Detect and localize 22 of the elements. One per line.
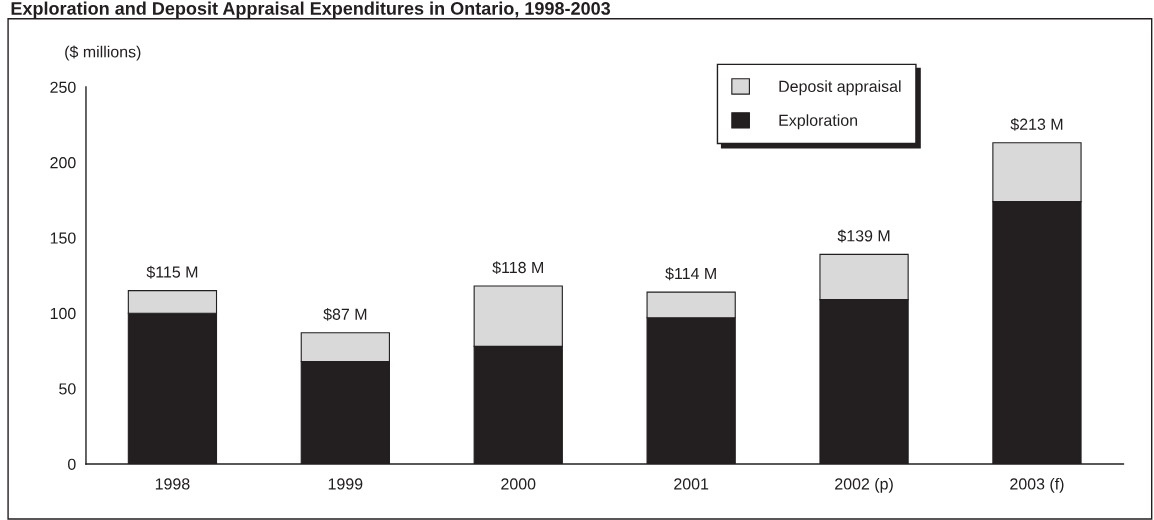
x-tick-label: 2002 (p)	[835, 477, 893, 493]
y-axis-title: ($ millions)	[65, 45, 141, 61]
legend-label: Exploration	[779, 114, 858, 130]
total-label: $213 M	[1010, 117, 1063, 131]
y-tick-label: 150	[50, 232, 76, 244]
total-label: $87 M	[323, 307, 367, 321]
x-tick-label: 1999	[328, 478, 363, 490]
x-tick-label: 2001	[674, 478, 709, 490]
y-tick-label: 200	[50, 157, 76, 169]
x-tick-label: 2000	[501, 478, 536, 490]
y-tick-label: 50	[59, 383, 76, 395]
x-tick-label: 1998	[155, 478, 190, 490]
total-label: $114 M	[665, 267, 716, 281]
total-label: $139 M	[837, 229, 890, 243]
y-tick-label: 100	[50, 307, 76, 320]
total-label: $118 M	[492, 261, 543, 275]
legend-label: Deposit appraisal	[779, 80, 901, 96]
x-tick-label: 2003 (f)	[1010, 477, 1064, 493]
total-label: $115 M	[146, 265, 198, 279]
y-tick-label: 0	[67, 458, 76, 470]
chart-title: Exploration and Deposit Appraisal Expenditures in Ontario, 1998-2003	[11, 1, 611, 19]
y-tick-label: 250	[50, 81, 76, 93]
